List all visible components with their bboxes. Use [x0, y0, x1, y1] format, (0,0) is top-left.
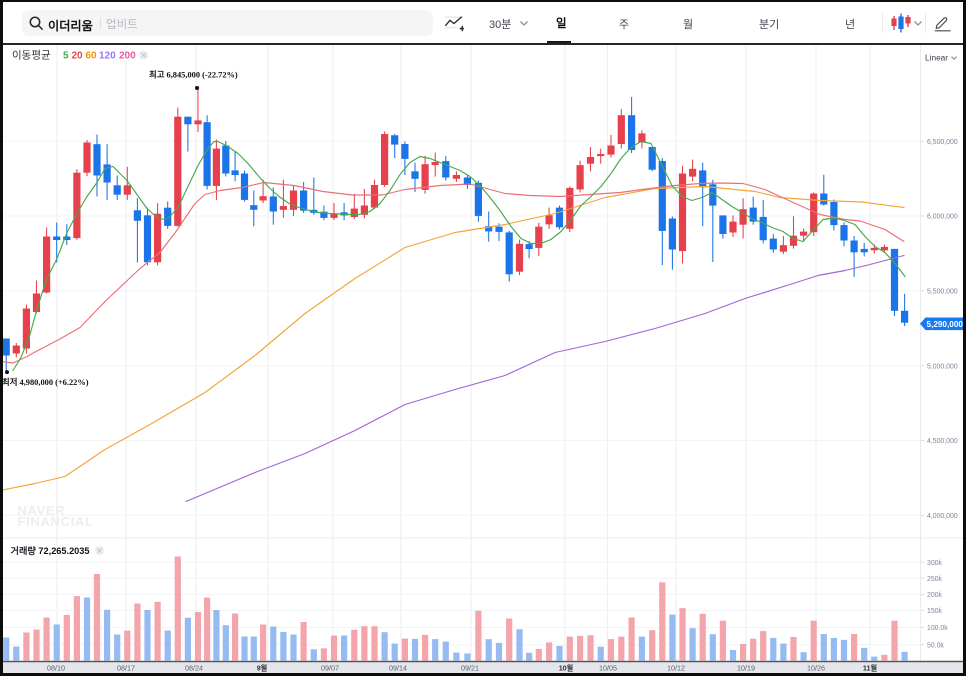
svg-text:10월: 10월	[559, 663, 574, 672]
svg-text:300k: 300k	[927, 559, 942, 566]
svg-text:6,000,000: 6,000,000	[927, 213, 958, 220]
svg-text:150k: 150k	[927, 608, 942, 615]
svg-text:거래량 72,265.2035: 거래량 72,265.2035	[11, 544, 90, 555]
svg-text:NAVER: NAVER	[18, 503, 66, 518]
svg-text:이동평균: 이동평균	[12, 49, 51, 61]
svg-text:10/05: 10/05	[599, 663, 617, 672]
svg-text:50.0k: 50.0k	[927, 642, 944, 649]
svg-text:9월: 9월	[257, 663, 268, 672]
svg-text:4,000,000: 4,000,000	[927, 512, 958, 519]
svg-text:100.0k: 100.0k	[927, 625, 948, 632]
svg-text:✕: ✕	[140, 51, 147, 60]
svg-text:Linear: Linear	[925, 52, 948, 62]
svg-text:FINANCIAL: FINANCIAL	[18, 514, 94, 529]
svg-text:09/14: 09/14	[389, 663, 407, 672]
svg-text:✕: ✕	[96, 546, 103, 555]
svg-text:200: 200	[119, 50, 136, 61]
svg-text:10/19: 10/19	[737, 663, 755, 672]
svg-text:최저 4,980,000 (+6.22%): 최저 4,980,000 (+6.22%)	[3, 377, 89, 387]
svg-text:09/21: 09/21	[461, 663, 479, 672]
svg-text:08/17: 08/17	[117, 663, 135, 672]
svg-text:5,500,000: 5,500,000	[927, 288, 958, 295]
svg-text:08/10: 08/10	[47, 663, 65, 672]
svg-text:120: 120	[99, 50, 116, 61]
svg-text:6,500,000: 6,500,000	[927, 138, 958, 145]
svg-text:250k: 250k	[927, 575, 942, 582]
svg-text:08/24: 08/24	[185, 663, 203, 672]
svg-text:5,000,000: 5,000,000	[927, 363, 958, 370]
svg-text:5,290,000: 5,290,000	[927, 319, 964, 328]
svg-text:최고 6,845,000 (-22.72%): 최고 6,845,000 (-22.72%)	[149, 69, 238, 79]
svg-text:60: 60	[86, 50, 98, 61]
svg-text:10/12: 10/12	[667, 663, 685, 672]
svg-text:11월: 11월	[863, 663, 878, 672]
svg-text:4,500,000: 4,500,000	[927, 438, 958, 445]
svg-text:09/07: 09/07	[321, 663, 339, 672]
svg-text:20: 20	[72, 50, 84, 61]
svg-text:10/26: 10/26	[807, 663, 825, 672]
svg-text:200k: 200k	[927, 592, 942, 599]
svg-text:5: 5	[63, 50, 69, 61]
